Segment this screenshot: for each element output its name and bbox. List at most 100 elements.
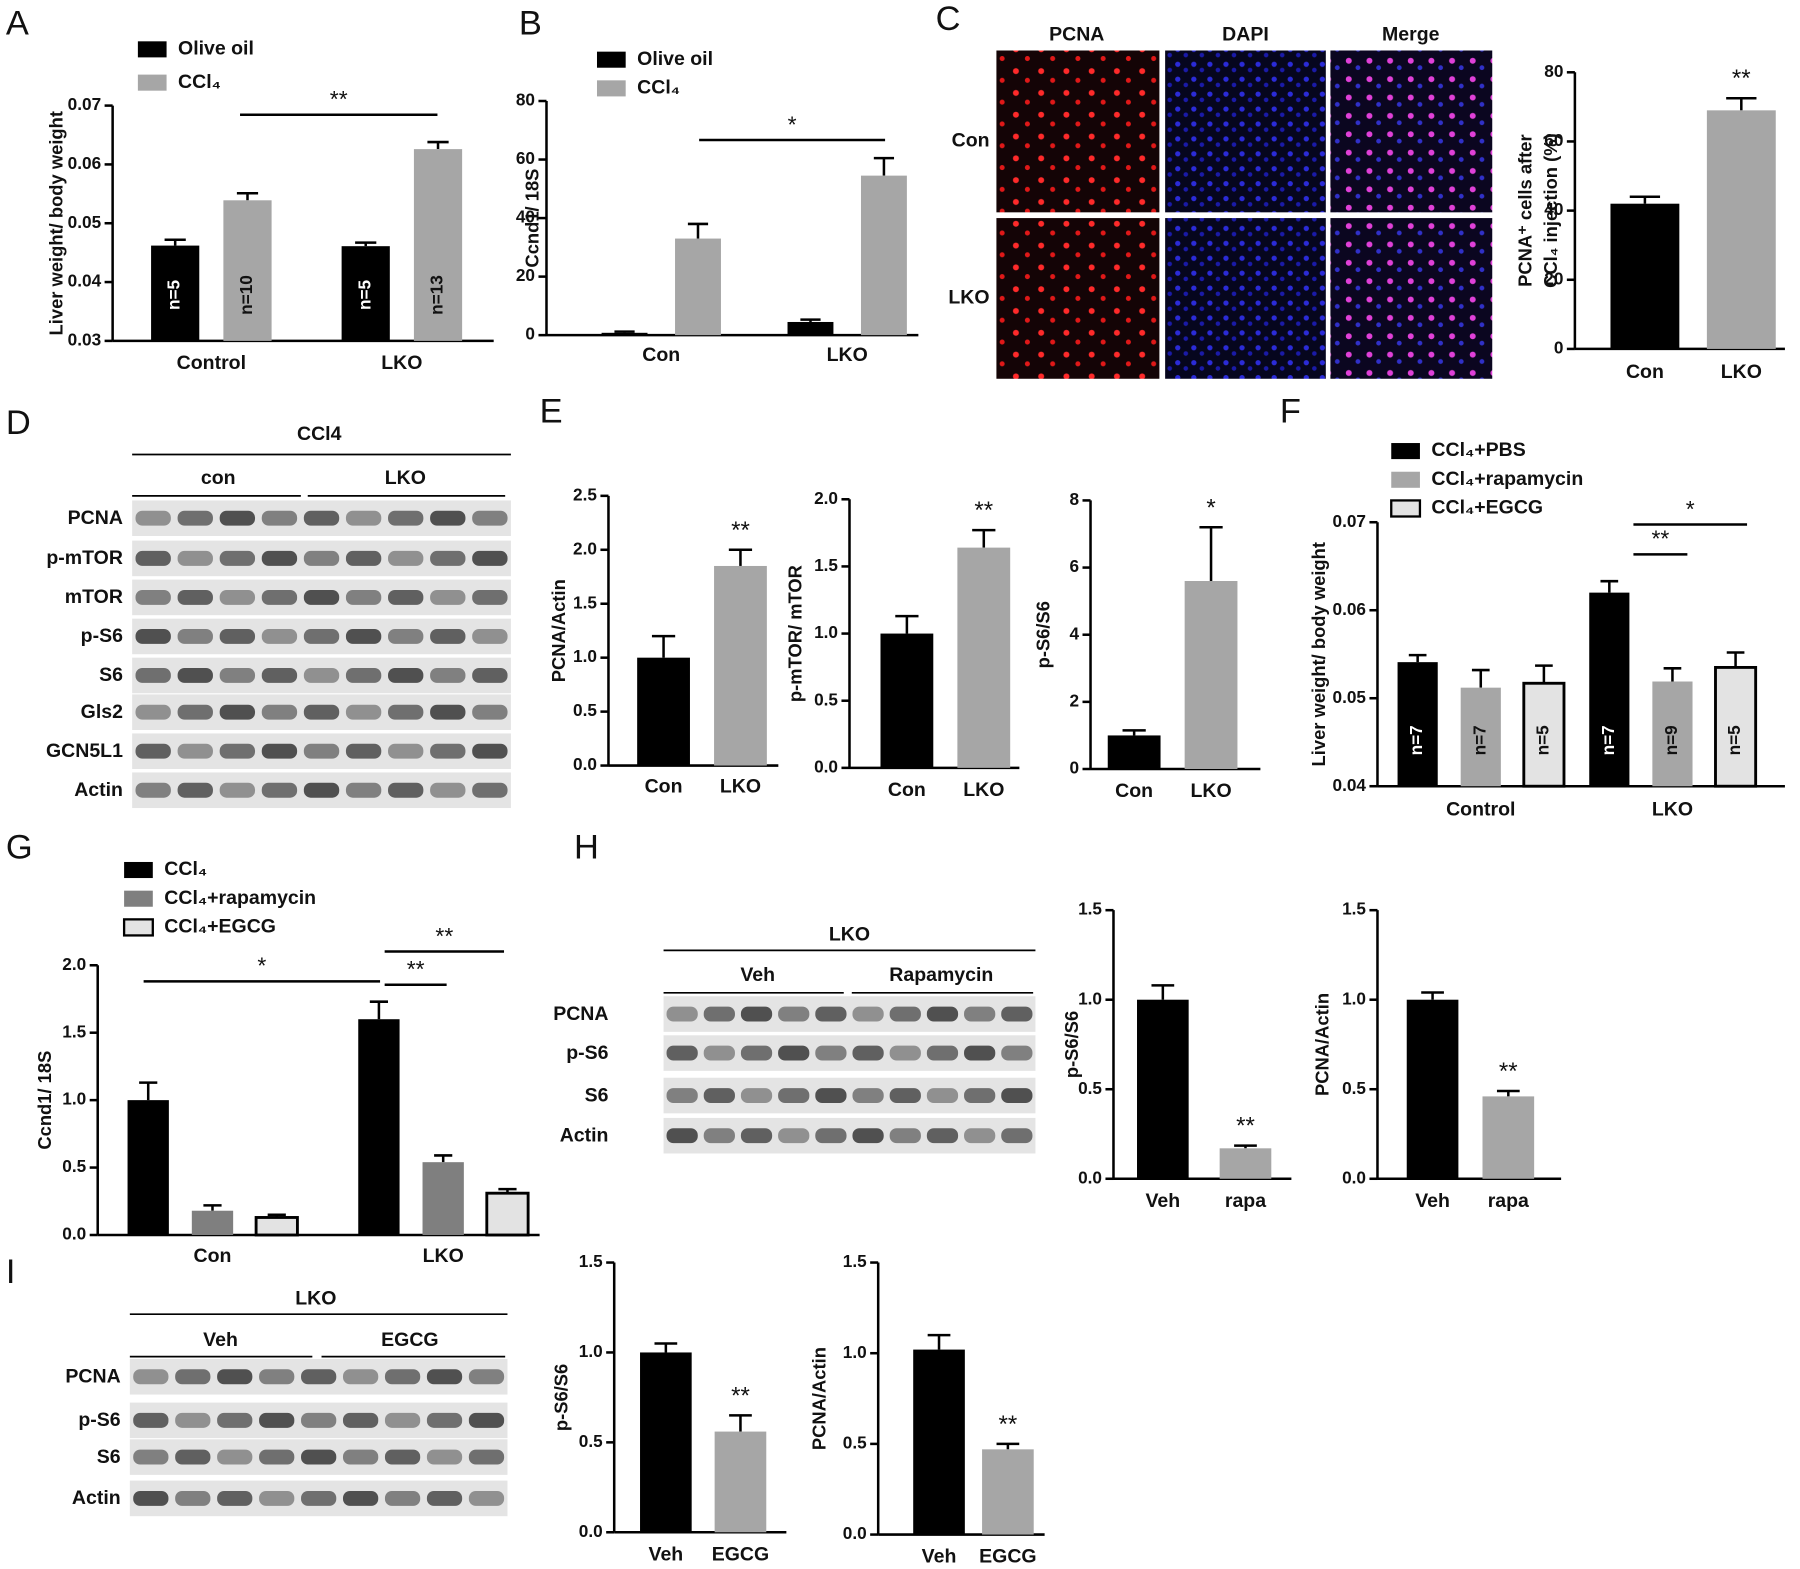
band	[666, 1088, 698, 1104]
band	[430, 743, 466, 759]
bar	[675, 238, 721, 336]
band	[740, 1045, 773, 1061]
band	[430, 782, 466, 798]
band	[430, 589, 466, 605]
band	[889, 1088, 921, 1104]
x-tick-label: Con	[888, 779, 926, 801]
panel-letter: I	[6, 1253, 16, 1291]
significance: *	[1206, 494, 1215, 521]
n-label: n=10	[236, 275, 256, 315]
bar	[1706, 110, 1776, 349]
bar	[1589, 592, 1630, 787]
band	[384, 1369, 421, 1385]
band	[426, 1369, 463, 1385]
band	[301, 1490, 337, 1506]
band	[133, 1412, 169, 1428]
band	[259, 1412, 295, 1428]
n-label: n=5	[1724, 725, 1744, 756]
significance: **	[999, 1411, 1018, 1438]
x-tick-label: Veh	[1145, 1190, 1180, 1212]
y-tick-label: 2.5	[573, 484, 597, 504]
band	[740, 1006, 773, 1022]
y-axis-label: Ccnd1/ 18S	[34, 1051, 55, 1150]
band	[177, 704, 213, 720]
y-tick-label: 0.05	[68, 212, 102, 232]
band	[301, 1449, 337, 1465]
y-tick-label: 1.0	[1078, 988, 1102, 1008]
band	[177, 668, 213, 683]
band	[175, 1490, 211, 1506]
y-tick-label: 0.04	[68, 271, 102, 291]
y-tick-label: 0.07	[1333, 511, 1366, 531]
band	[472, 589, 508, 605]
band	[345, 510, 382, 526]
band	[815, 1128, 847, 1144]
band	[889, 1045, 921, 1061]
band	[384, 1449, 421, 1465]
row-label: Actin	[560, 1124, 609, 1146]
x-tick-label: rapa	[1488, 1190, 1529, 1212]
legend-swatch	[122, 918, 154, 937]
n-label: n=13	[427, 275, 447, 315]
band	[345, 782, 382, 798]
band	[301, 1369, 337, 1385]
image	[1330, 50, 1493, 213]
x-tick-label: Control	[1446, 798, 1515, 820]
x-tick-label: LKO	[1190, 780, 1231, 802]
y-tick-label: 40	[1544, 199, 1563, 219]
band	[342, 1369, 379, 1385]
y-tick-label: 1.0	[843, 1342, 867, 1362]
band	[1001, 1006, 1033, 1022]
y-tick-label: 1.0	[579, 1341, 603, 1361]
band	[219, 510, 256, 526]
band	[964, 1006, 996, 1022]
y-axis-label: p-S6/S6	[550, 1364, 571, 1431]
x-tick-label: Con	[1115, 780, 1153, 802]
y-tick-label: 60	[1544, 130, 1563, 150]
y-axis-label: p-mTOR/ mTOR	[785, 565, 806, 702]
band	[426, 1490, 463, 1506]
image	[1330, 218, 1493, 379]
band	[388, 589, 424, 605]
panel-letter: C	[936, 0, 961, 38]
n-label: n=7	[1406, 725, 1426, 755]
band	[259, 1369, 295, 1385]
x-tick-label: LKO	[423, 1245, 464, 1267]
band	[261, 704, 298, 720]
band	[177, 589, 213, 605]
bar	[880, 633, 934, 768]
band	[303, 782, 340, 798]
legend-label: Olive oil	[178, 38, 254, 60]
band	[219, 743, 256, 759]
band	[388, 510, 424, 526]
band	[261, 628, 298, 644]
band	[303, 628, 340, 644]
band	[345, 743, 382, 759]
band	[175, 1412, 211, 1428]
bar	[1652, 681, 1693, 787]
band	[388, 782, 424, 798]
band	[345, 628, 382, 644]
band	[135, 704, 171, 720]
n-label: n=5	[354, 279, 374, 310]
y-tick-label: 1.5	[579, 1251, 603, 1271]
y-axis-label: Liver weight/ body weight	[1308, 542, 1329, 766]
y-axis-label: p-S6/S6	[1061, 1011, 1082, 1078]
legend-swatch	[1390, 499, 1422, 518]
band	[472, 743, 508, 759]
significance: *	[1686, 496, 1695, 522]
y-tick-label: 0.5	[843, 1432, 867, 1452]
band	[703, 1006, 735, 1022]
significance: **	[435, 923, 453, 949]
band	[388, 704, 424, 720]
y-tick-label: 0.0	[843, 1523, 867, 1543]
panel-letter: A	[6, 4, 29, 42]
bar	[860, 175, 907, 336]
band	[472, 782, 508, 798]
band	[778, 1006, 810, 1022]
band	[430, 550, 466, 566]
band	[964, 1088, 996, 1104]
legend-swatch	[124, 890, 153, 907]
y-tick-label: 1.5	[62, 1021, 86, 1041]
